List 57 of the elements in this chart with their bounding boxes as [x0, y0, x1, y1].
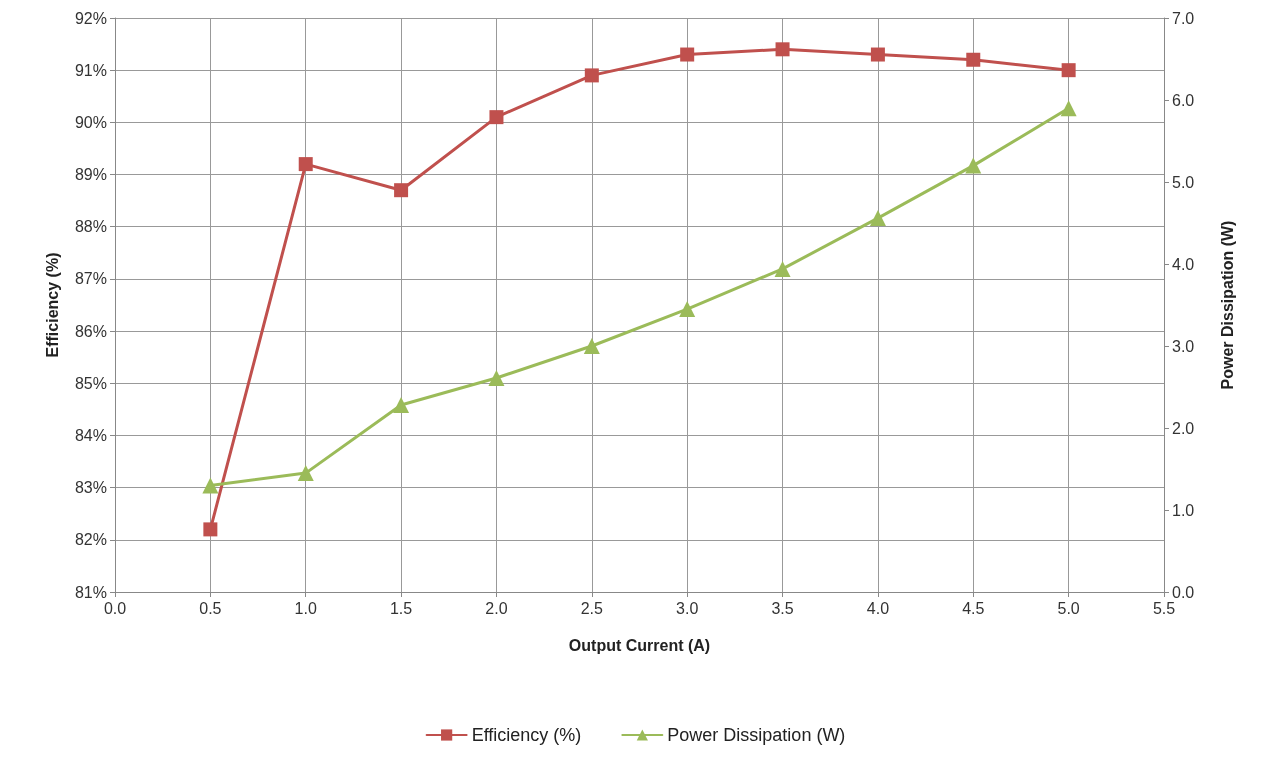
y-tick-label: 84% — [74, 426, 107, 444]
y2-tick-label: 6.0 — [1172, 91, 1195, 109]
x-tick-label: 4.0 — [866, 599, 890, 617]
point — [203, 522, 218, 537]
y2-tick-label: 1.0 — [1172, 501, 1195, 519]
y2-axis-title: Power Dissipation (W) — [1218, 220, 1236, 390]
point — [584, 68, 599, 83]
point — [202, 477, 219, 494]
point — [1061, 63, 1076, 78]
y-tick-label: 82% — [74, 531, 107, 549]
point — [298, 157, 313, 172]
point — [774, 260, 791, 277]
y-tick-label: 91% — [74, 61, 107, 79]
y-tick-label: 83% — [74, 479, 107, 497]
point — [966, 52, 981, 67]
x-tick-label: 5.5 — [1152, 599, 1176, 617]
x-tick-label: 0.5 — [199, 599, 222, 617]
y-tick-label: 85% — [74, 374, 107, 392]
point — [1060, 100, 1077, 117]
x-tick-label: 3.0 — [676, 599, 699, 617]
x-tick-label: 5.0 — [1057, 599, 1080, 617]
x-tick-label: 1.5 — [389, 599, 413, 617]
y-tick-label: 88% — [74, 218, 107, 236]
y2-tick-label: 2.0 — [1172, 419, 1195, 437]
legend-label: Power Dissipation (W) — [667, 725, 846, 745]
x-tick-label: 1.0 — [294, 599, 317, 617]
point — [489, 110, 504, 125]
point — [870, 47, 885, 62]
y2-tick-label: 3.0 — [1172, 337, 1195, 355]
y-tick-label: 90% — [74, 113, 107, 131]
point — [488, 369, 505, 386]
y2-tick-label: 0.0 — [1172, 583, 1195, 601]
y-axis-title: Efficiency (%) — [43, 252, 61, 358]
y2-tick-label: 5.0 — [1172, 173, 1195, 191]
x-tick-label: 2.5 — [580, 599, 604, 617]
y-tick-label: 89% — [74, 166, 107, 184]
point — [869, 210, 886, 227]
point — [679, 301, 696, 318]
x-tick-label: 3.5 — [771, 599, 794, 617]
x-axis-title: Output Current (A) — [568, 636, 711, 654]
x-tick-label: 2.0 — [485, 599, 508, 617]
y2-tick-label: 4.0 — [1172, 255, 1195, 273]
y2-tick-label: 7.0 — [1172, 9, 1195, 27]
point — [775, 42, 790, 57]
y-tick-label: 86% — [74, 322, 107, 340]
point — [583, 338, 600, 354]
point — [680, 47, 695, 62]
x-tick-label: 0.0 — [103, 599, 127, 617]
point — [394, 183, 409, 198]
point — [393, 397, 410, 414]
point — [297, 465, 314, 482]
y-tick-label: 81% — [74, 583, 107, 601]
x-tick-label: 4.5 — [962, 599, 985, 617]
legend-label: Efficiency (%) — [471, 725, 582, 745]
y-tick-label: 87% — [74, 270, 107, 288]
y-tick-label: 92% — [74, 9, 107, 27]
point — [965, 157, 982, 174]
